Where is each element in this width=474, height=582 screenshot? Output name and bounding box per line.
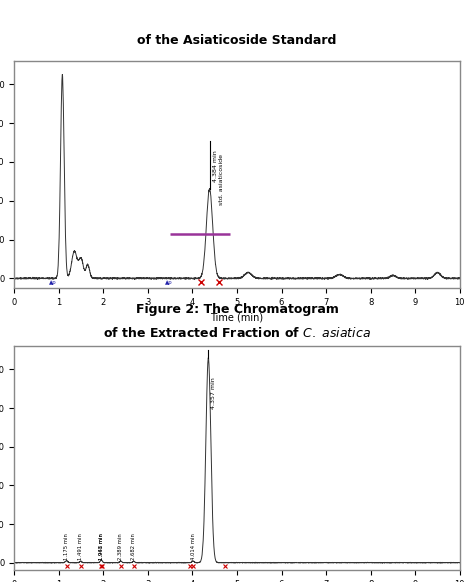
Text: 4.384 min: 4.384 min <box>213 150 218 182</box>
Text: 4.357 min: 4.357 min <box>211 377 217 409</box>
Text: of the Asiaticoside Standard: of the Asiaticoside Standard <box>137 34 337 47</box>
Text: of the Extracted Fraction of $\mathit{C.\ asiatica}$: of the Extracted Fraction of $\mathit{C.… <box>103 326 371 340</box>
Text: 4.014 min: 4.014 min <box>191 533 196 559</box>
Text: 1.491 min: 1.491 min <box>78 533 83 559</box>
Text: 1.948 min: 1.948 min <box>99 533 103 559</box>
Text: 1.175 min: 1.175 min <box>64 533 69 559</box>
Text: ▲p: ▲p <box>165 280 173 285</box>
X-axis label: Time (min): Time (min) <box>210 313 264 322</box>
Text: 2.682 min: 2.682 min <box>131 533 136 559</box>
Text: 1.961 min: 1.961 min <box>99 533 104 559</box>
Text: 2.389 min: 2.389 min <box>118 533 123 559</box>
Text: ▲p: ▲p <box>49 280 57 285</box>
Text: Figure 2: The Chromatogram: Figure 2: The Chromatogram <box>136 303 338 316</box>
Text: std. asiaticoside: std. asiaticoside <box>219 154 224 205</box>
